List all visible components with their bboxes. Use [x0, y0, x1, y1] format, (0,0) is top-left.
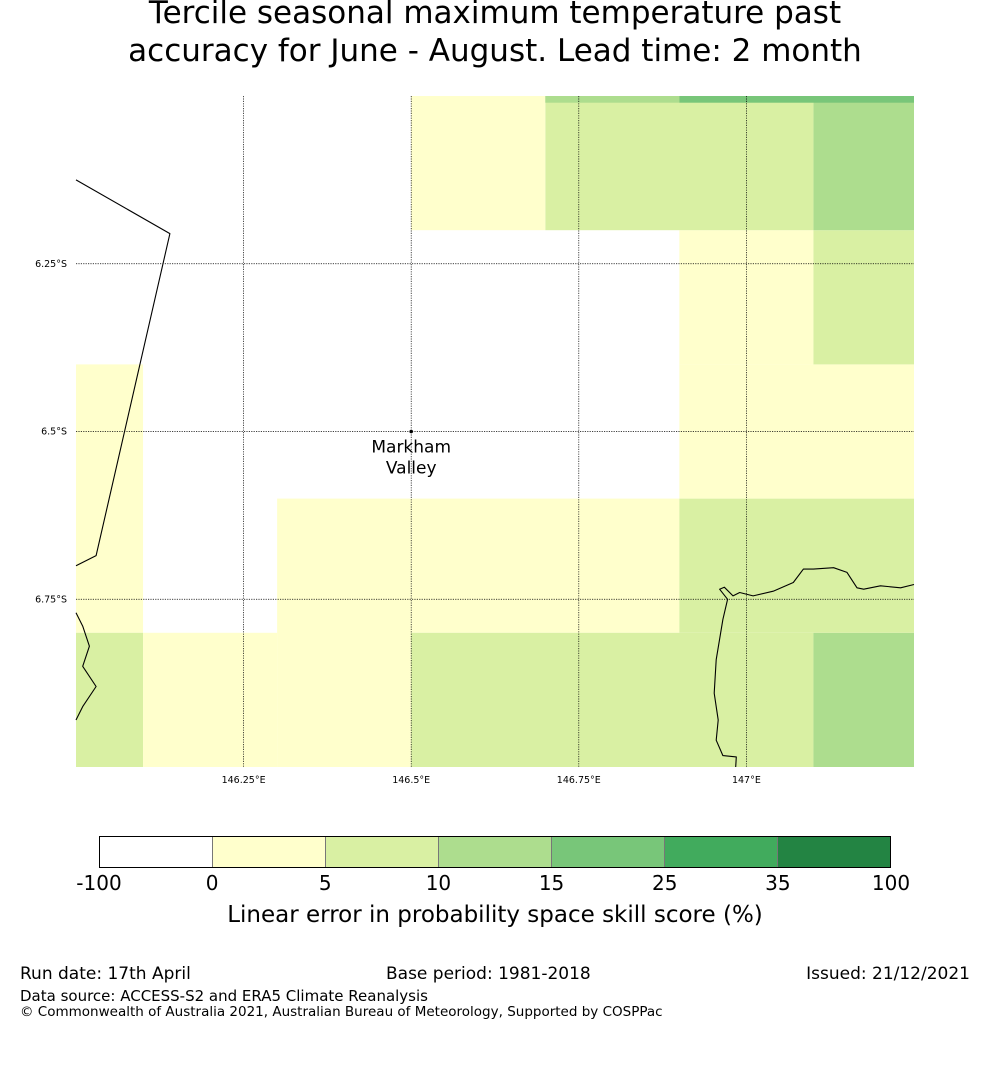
coastline: [75, 612, 97, 721]
colorbar-segment-1: [100, 837, 212, 867]
grid-cell: [411, 498, 680, 633]
colorbar-tick-label: 5: [318, 871, 332, 895]
lon-tick-label: 146.5°E: [392, 775, 430, 786]
title-line-1: Tercile seasonal maximum temperature pas…: [148, 0, 842, 31]
place-label-line-1: Markham: [371, 438, 451, 458]
colorbar-tick-label: 35: [765, 871, 791, 895]
colorbar-tick-label: -100: [76, 871, 122, 895]
colorbar-segment-5: [551, 837, 664, 867]
border-line: [75, 179, 171, 567]
colorbar-tick-label: 25: [651, 871, 678, 895]
lon-tick-label: 146.75°E: [557, 775, 601, 786]
colorbar-tick-label: 0: [205, 871, 219, 895]
place-marker: [409, 429, 414, 434]
lon-tick-label: 146.25°E: [222, 775, 266, 786]
grid-cell: [411, 632, 814, 767]
colorbar: [99, 836, 891, 868]
data-source: Data source: ACCESS-S2 and ERA5 Climate …: [20, 987, 428, 1005]
grid-cell: [679, 96, 914, 103]
colorbar-segment-2: [212, 837, 325, 867]
colorbar-tick-label: 100: [871, 871, 911, 895]
grid-cell: [411, 96, 546, 231]
copyright: © Commonwealth of Australia 2021, Austra…: [20, 1004, 663, 1020]
colorbar-tick-label: 15: [538, 871, 565, 895]
lat-tick-label: 6.5°S: [41, 427, 67, 438]
base-period: Base period: 1981-2018: [386, 964, 591, 984]
colorbar-segment-3: [325, 837, 438, 867]
chart-title: Tercile seasonal maximum temperature pas…: [0, 0, 990, 70]
colorbar-segment-7: [777, 837, 890, 867]
colorbar-tick-label: 10: [425, 871, 452, 895]
lat-tick-label: 6.75°S: [35, 594, 67, 605]
issued-date: Issued: 21/12/2021: [806, 964, 970, 984]
grid-cell: [143, 632, 278, 767]
place-label-line-2: Valley: [386, 459, 437, 479]
grid-cell: [545, 96, 814, 231]
colorbar-segment-6: [664, 837, 777, 867]
grid-cell: [545, 96, 680, 103]
grid-cell: [679, 498, 914, 633]
grid-cell: [813, 230, 914, 365]
grid-cell: [813, 632, 914, 767]
lat-tick-label: 6.25°S: [35, 259, 67, 270]
grid-cell: [813, 96, 914, 231]
grid-cell: [277, 498, 412, 767]
lon-tick-label: 147°E: [732, 775, 761, 786]
colorbar-label: Linear error in probability space skill …: [227, 902, 763, 928]
run-date: Run date: 17th April: [20, 964, 191, 984]
coastline: [713, 567, 915, 768]
colorbar-segment-4: [438, 837, 551, 867]
title-line-2: accuracy for June - August. Lead time: 2…: [128, 33, 862, 69]
skill-map: 146.25°E 146.5°E 146.75°E 147°E 6.25°S 6.5°S 6…: [35, 96, 915, 786]
grid-cell: [76, 632, 144, 767]
